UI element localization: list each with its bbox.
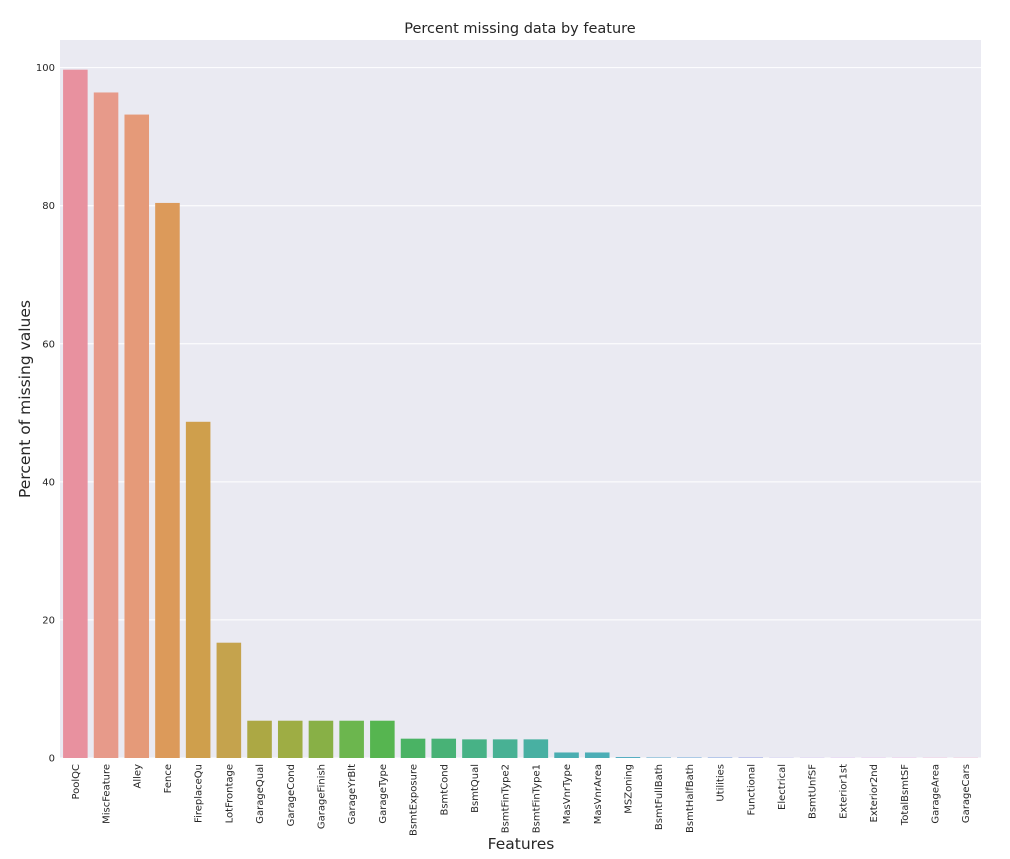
y-axis-label: Percent of missing values bbox=[16, 300, 34, 498]
gridlines bbox=[60, 67, 981, 759]
bar-Fence bbox=[155, 202, 180, 758]
y-tick-labels: 0 20 40 60 80 100 bbox=[36, 63, 55, 764]
bar-BsmtCond bbox=[431, 738, 457, 758]
chart-title: Percent missing data by feature bbox=[404, 21, 636, 37]
x-tick-label: Alley bbox=[132, 764, 143, 789]
x-tick-label: GarageArea bbox=[930, 764, 941, 824]
bar-MiscFeature bbox=[93, 92, 119, 758]
x-tick-label: Exterior2nd bbox=[869, 764, 880, 822]
x-tick-label: GarageCond bbox=[286, 764, 297, 826]
x-tick-label: BsmtCond bbox=[439, 764, 450, 816]
bar-GarageFinish bbox=[308, 720, 334, 758]
y-tick-label: 40 bbox=[42, 477, 55, 488]
x-tick-label: BsmtUnfSF bbox=[808, 764, 819, 819]
x-tick-labels: PoolQC MiscFeature Alley Fence FireplaceQu Lo… bbox=[71, 764, 972, 836]
bar-GarageYrBlt bbox=[339, 720, 364, 758]
x-tick-label: BsmtExposure bbox=[409, 764, 420, 836]
y-tick-label: 0 bbox=[49, 754, 55, 765]
x-tick-label: BsmtQual bbox=[470, 764, 481, 813]
bar-FireplaceQu bbox=[185, 421, 211, 758]
bar-MSZoning bbox=[615, 757, 641, 758]
x-tick-label: Functional bbox=[746, 764, 757, 815]
bar-GarageCond bbox=[277, 720, 303, 758]
x-tick-label: TotalBsmtSF bbox=[900, 764, 911, 826]
x-tick-label: Exterior1st bbox=[838, 764, 849, 819]
x-axis-label: Features bbox=[488, 835, 555, 853]
plot-area bbox=[60, 40, 981, 758]
x-tick-label: MiscFeature bbox=[102, 764, 113, 824]
bar-MasVnrArea bbox=[584, 752, 610, 758]
x-tick-label: GarageType bbox=[378, 764, 389, 824]
y-tick-label: 20 bbox=[42, 615, 55, 626]
x-tick-label: GarageYrBlt bbox=[347, 764, 358, 824]
bar-BsmtFinType1 bbox=[523, 739, 549, 758]
bar-BsmtExposure bbox=[400, 738, 426, 758]
y-tick-label: 60 bbox=[42, 339, 55, 350]
y-tick-label: 100 bbox=[36, 63, 55, 74]
x-tick-label: BsmtFinType2 bbox=[501, 764, 512, 833]
x-tick-label: FireplaceQu bbox=[194, 764, 205, 823]
x-tick-label: LotFrontage bbox=[224, 764, 235, 823]
bar-BsmtQual bbox=[462, 739, 487, 758]
x-tick-label: MasVnrArea bbox=[593, 764, 604, 824]
x-tick-label: BsmtHalfBath bbox=[685, 764, 696, 833]
x-tick-label: GarageCars bbox=[961, 764, 972, 823]
x-tick-label: GarageFinish bbox=[316, 764, 327, 829]
bar-PoolQC bbox=[63, 69, 88, 759]
y-tick-label: 80 bbox=[42, 201, 55, 212]
x-tick-label: BsmtFinType1 bbox=[531, 764, 542, 833]
x-tick-label: PoolQC bbox=[71, 764, 82, 800]
bar-Alley bbox=[124, 114, 150, 759]
x-tick-label: Electrical bbox=[777, 764, 788, 810]
x-tick-label: Utilities bbox=[716, 764, 727, 802]
x-tick-label: BsmtFullBath bbox=[654, 764, 665, 830]
x-tick-label: MSZoning bbox=[623, 764, 634, 814]
x-tick-label: Fence bbox=[163, 764, 174, 793]
bars bbox=[63, 69, 978, 759]
bar-LotFrontage bbox=[216, 642, 242, 758]
x-tick-label: MasVnrType bbox=[562, 764, 573, 824]
bar-GarageQual bbox=[247, 720, 272, 758]
bar-MasVnrType bbox=[554, 752, 579, 758]
x-tick-label: GarageQual bbox=[255, 764, 266, 824]
bar-GarageType bbox=[370, 720, 395, 758]
bar-BsmtFinType2 bbox=[492, 739, 518, 758]
